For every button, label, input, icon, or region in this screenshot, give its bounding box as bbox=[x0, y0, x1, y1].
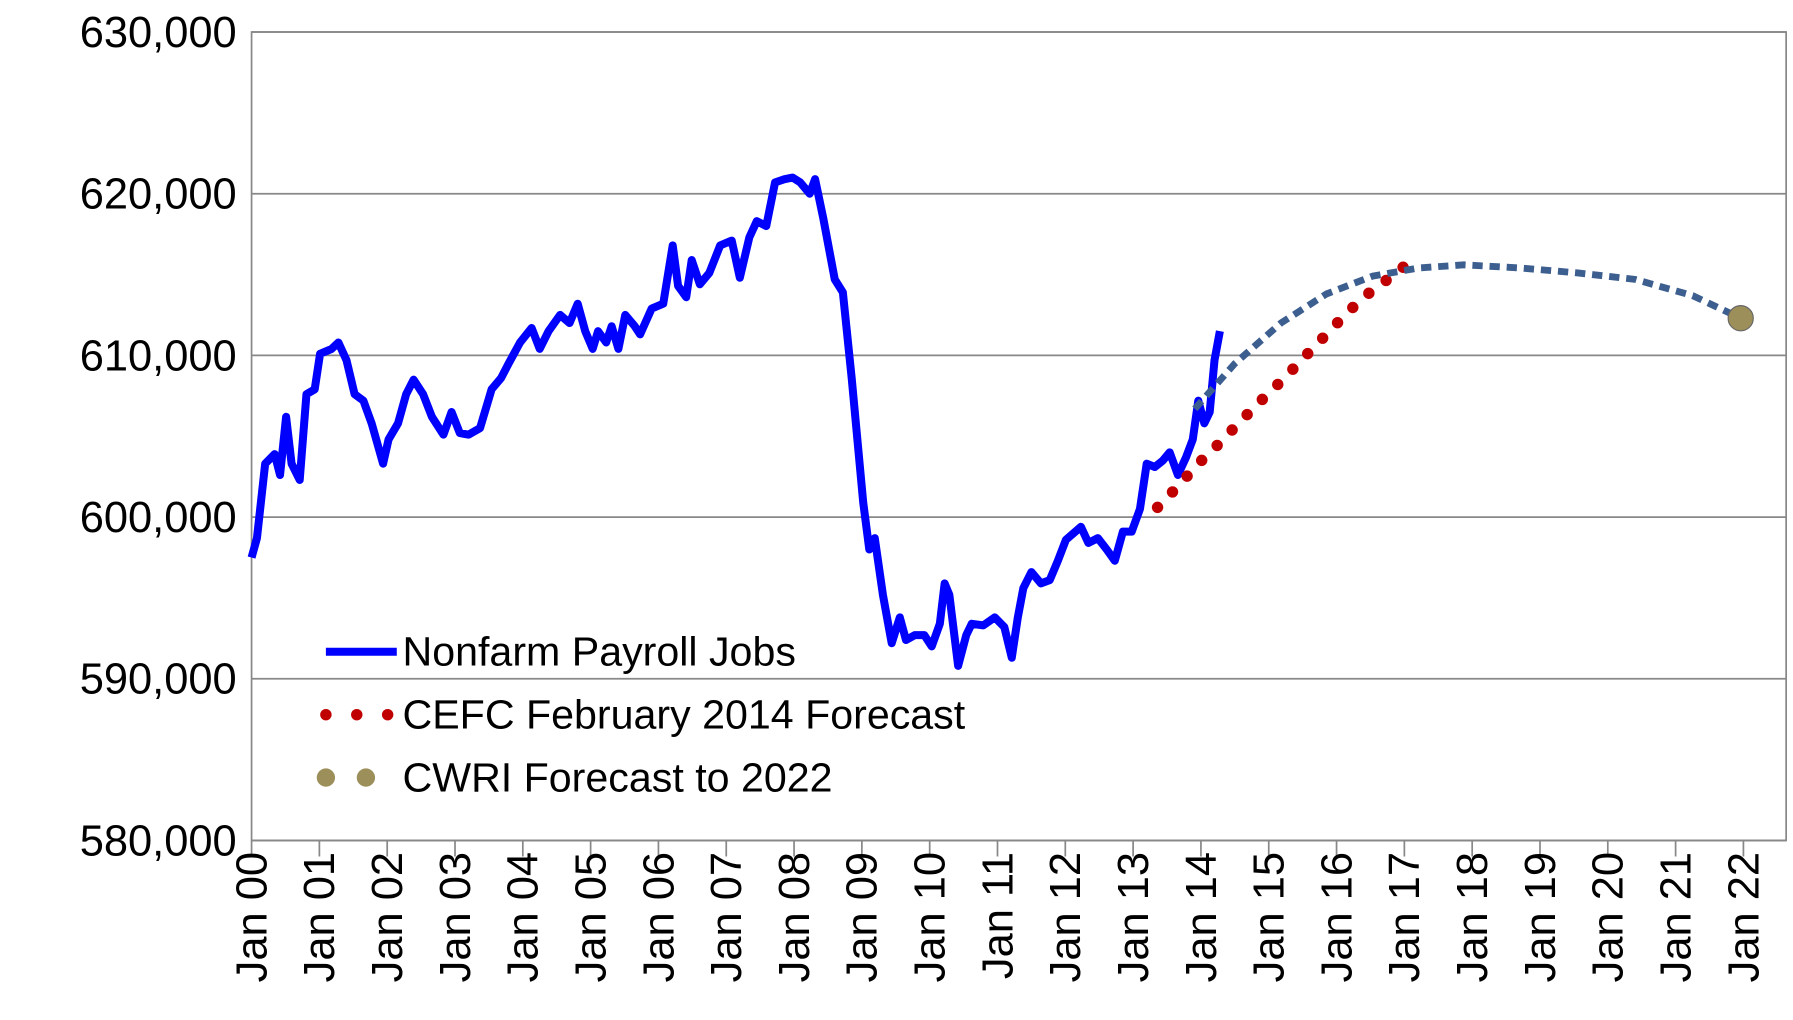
y-tick-label: 620,000 bbox=[80, 171, 237, 219]
x-tick-label: Jan 16 bbox=[1313, 852, 1361, 982]
x-tick-label: Jan 17 bbox=[1381, 852, 1429, 982]
x-tick-label: Jan 11 bbox=[974, 852, 1022, 979]
series-line bbox=[1151, 249, 1424, 514]
legend-label: CEFC February 2014 Forecast bbox=[403, 691, 966, 737]
x-tick-label: Jan 01 bbox=[296, 852, 344, 982]
x-tick-label: Jan 14 bbox=[1178, 852, 1226, 982]
x-tick-label: Jan 15 bbox=[1246, 852, 1294, 982]
legend-swatch bbox=[351, 708, 363, 721]
legend-swatch bbox=[320, 708, 332, 721]
legend-label: Nonfarm Payroll Jobs bbox=[403, 629, 796, 675]
y-tick-label: 600,000 bbox=[80, 494, 237, 542]
y-tick-label: 590,000 bbox=[80, 656, 237, 704]
legend-swatch bbox=[356, 768, 376, 787]
x-tick-label: Jan 10 bbox=[907, 852, 955, 982]
legend-label: CWRI Forecast to 2022 bbox=[403, 754, 833, 800]
x-tick-label: Jan 22 bbox=[1720, 852, 1768, 982]
plot-area bbox=[250, 31, 1787, 842]
y-tick-label: 630,000 bbox=[80, 9, 237, 57]
y-tick-label: 580,000 bbox=[80, 817, 237, 865]
x-tick-label: Jan 21 bbox=[1652, 852, 1700, 982]
x-tick-label: Jan 02 bbox=[364, 852, 412, 982]
end-marker bbox=[1727, 305, 1754, 332]
series-line bbox=[247, 173, 1224, 670]
x-tick-label: Jan 00 bbox=[228, 852, 276, 982]
x-tick-label: Jan 18 bbox=[1449, 852, 1497, 982]
x-tick-label: Jan 07 bbox=[703, 852, 751, 982]
x-tick-label: Jan 09 bbox=[839, 852, 887, 982]
y-tick-label: 610,000 bbox=[80, 332, 237, 380]
legend-swatch bbox=[316, 768, 336, 787]
series-line bbox=[1192, 261, 1743, 412]
x-tick-label: Jan 03 bbox=[432, 852, 480, 982]
x-tick-label: Jan 12 bbox=[1042, 852, 1090, 982]
x-tick-label: Jan 13 bbox=[1110, 852, 1158, 982]
legend-swatch bbox=[381, 708, 394, 721]
x-tick-label: Jan 06 bbox=[635, 852, 683, 982]
x-tick-label: Jan 04 bbox=[500, 852, 548, 982]
x-tick-label: Jan 08 bbox=[771, 852, 819, 982]
x-tick-label: Jan 19 bbox=[1517, 852, 1565, 982]
x-tick-label: Jan 20 bbox=[1585, 852, 1633, 982]
x-tick-label: Jan 05 bbox=[567, 852, 615, 982]
